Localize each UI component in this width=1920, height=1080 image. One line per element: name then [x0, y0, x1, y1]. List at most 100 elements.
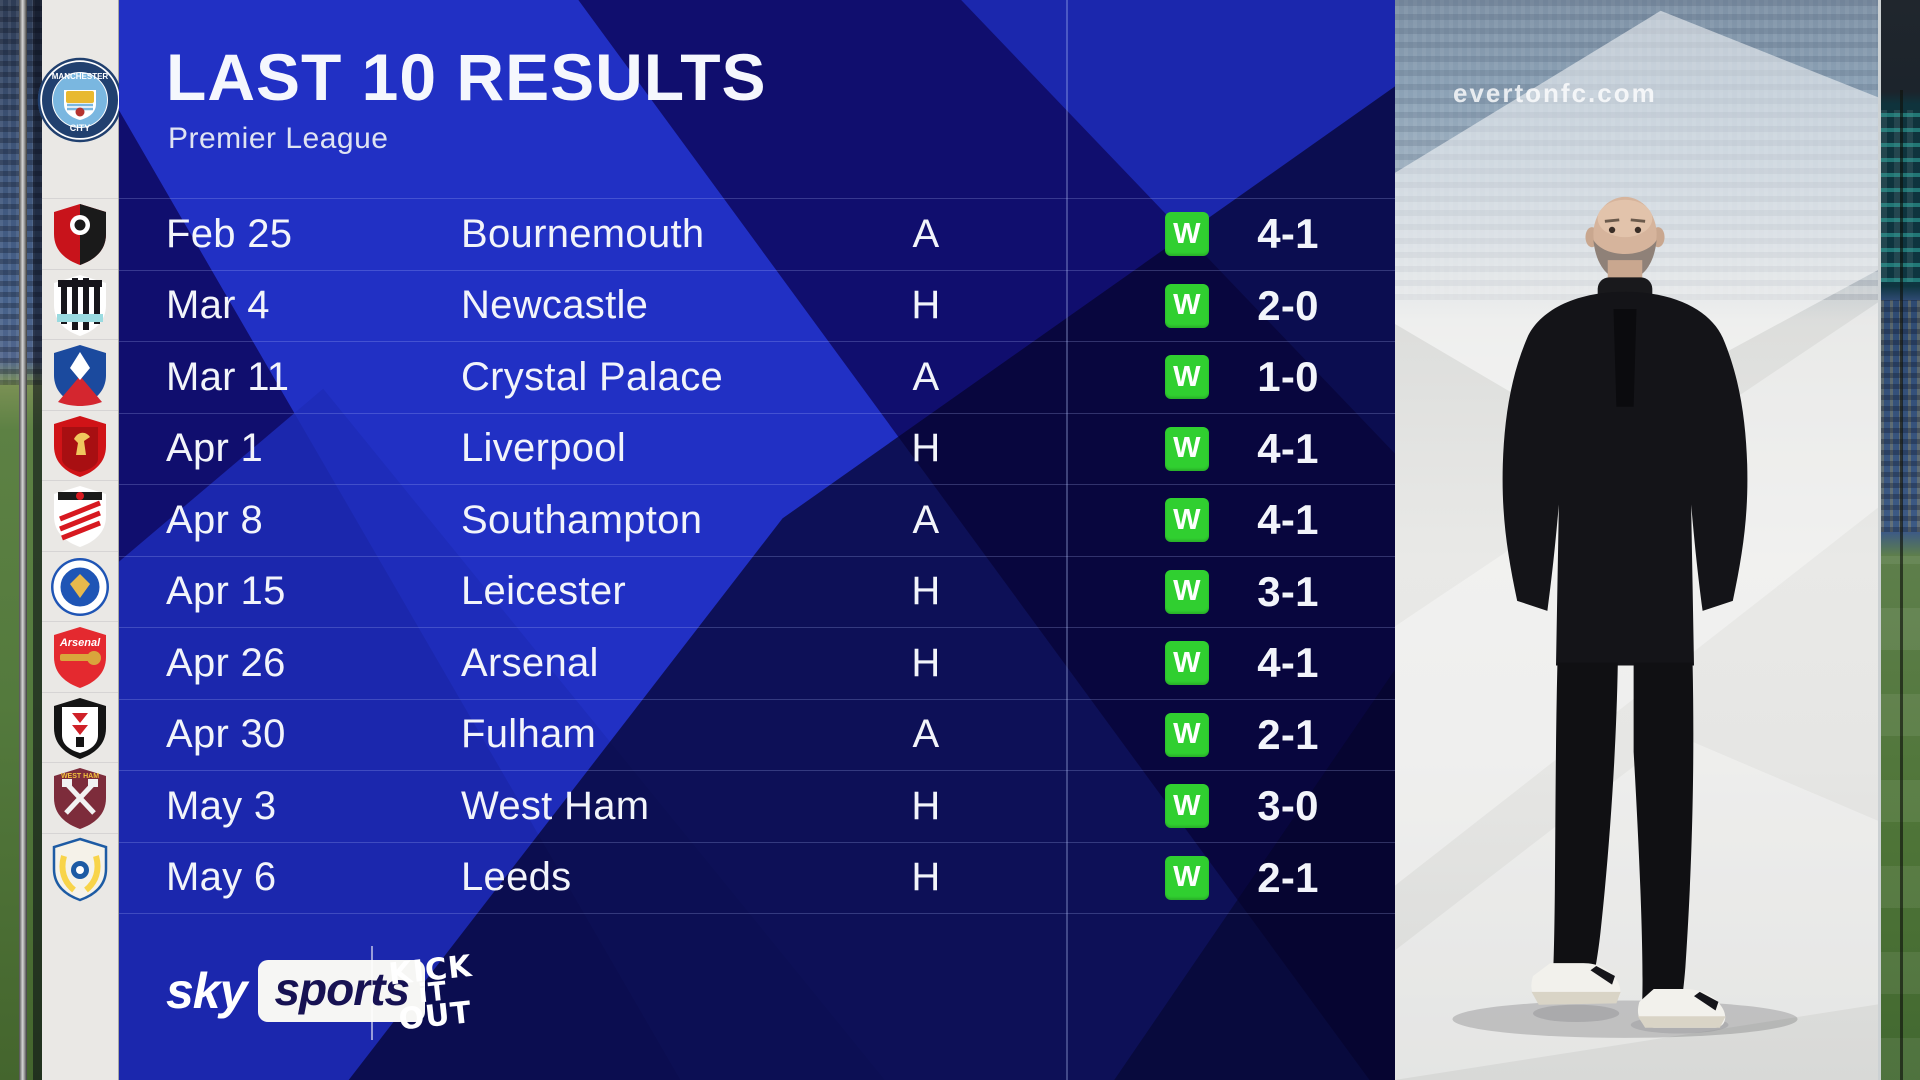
- badge-leicester: [50, 554, 110, 620]
- svg-text:CITY: CITY: [70, 123, 91, 133]
- badge-arsenal: Arsenal: [50, 624, 110, 690]
- match-date: Apr 15: [166, 569, 286, 614]
- badge-fulham: [50, 695, 110, 761]
- kick-it-out-word: OUT: [397, 994, 474, 1038]
- opponent-name: Newcastle: [461, 283, 649, 328]
- venue-indicator: H: [911, 569, 941, 614]
- win-badge: W: [1165, 855, 1209, 900]
- sky-sports-logo: sky sports: [166, 960, 426, 1022]
- opponent-name: Crystal Palace: [461, 354, 724, 399]
- match-score: 4-1: [1257, 639, 1319, 687]
- result-cell: W: [1165, 414, 1209, 485]
- result-row: Mar 11 Crystal Palace A W 1-0: [119, 341, 1395, 413]
- badge-liverpool: [50, 413, 110, 479]
- badge-bournemouth: [50, 201, 110, 267]
- result-row: Apr 15 Leicester H W 3-1: [119, 555, 1395, 628]
- match-score: 1-0: [1257, 353, 1319, 401]
- match-date: Mar 4: [166, 283, 270, 328]
- competition-subtitle: Premier League: [168, 122, 389, 155]
- venue-indicator: H: [911, 640, 941, 685]
- result-cell: W: [1165, 342, 1209, 413]
- result-cell: W: [1165, 843, 1209, 914]
- opponent-name: West Ham: [461, 783, 650, 828]
- venue-indicator: H: [911, 855, 941, 900]
- rail-separator: [42, 550, 118, 552]
- match-score: 2-1: [1257, 853, 1319, 901]
- venue-indicator: H: [911, 783, 941, 828]
- rail-separator: [42, 339, 118, 340]
- rail-separator: [42, 480, 118, 481]
- pep-guardiola-photo: [1452, 196, 1798, 1038]
- win-badge: W: [1165, 212, 1209, 257]
- badge-newcastle: [50, 272, 110, 338]
- win-badge: W: [1165, 569, 1209, 614]
- match-date: May 6: [166, 855, 277, 900]
- venue-indicator: H: [911, 283, 941, 328]
- match-score: 3-0: [1257, 782, 1319, 830]
- opponent-name: Bournemouth: [461, 211, 705, 256]
- rail-separator: [42, 198, 118, 199]
- result-cell: W: [1165, 771, 1209, 842]
- column-divider-line: [1066, 0, 1068, 1080]
- svg-text:Arsenal: Arsenal: [59, 637, 101, 649]
- win-badge: W: [1165, 784, 1209, 829]
- result-cell: W: [1165, 628, 1209, 699]
- badge-southampton: [50, 483, 110, 549]
- badge-leeds: [50, 836, 110, 902]
- win-badge: W: [1165, 712, 1209, 757]
- match-score: 4-1: [1257, 210, 1319, 258]
- sports-logo-box: sports: [258, 960, 426, 1022]
- right-video-sliver: [1878, 0, 1920, 1080]
- win-badge: W: [1165, 355, 1209, 400]
- sports-logo-text: sports: [274, 963, 410, 1015]
- match-score: 4-1: [1257, 496, 1319, 544]
- win-badge: W: [1165, 498, 1209, 543]
- result-cell: W: [1165, 271, 1209, 342]
- rail-separator: [42, 621, 118, 622]
- opponent-name: Liverpool: [461, 426, 627, 471]
- result-row: May 6 Leeds H W 2-1: [119, 841, 1395, 914]
- match-date: Apr 8: [166, 497, 264, 542]
- svg-text:WEST HAM: WEST HAM: [61, 773, 99, 780]
- match-date: Feb 25: [166, 211, 293, 256]
- rail-separator: [42, 409, 118, 411]
- opponent-name: Arsenal: [461, 640, 599, 685]
- logo-divider-line: [371, 946, 373, 1040]
- result-cell: W: [1165, 485, 1209, 556]
- win-badge: W: [1165, 641, 1209, 686]
- match-date: Mar 11: [166, 354, 290, 399]
- result-row: Apr 8 Southampton A W 4-1: [119, 484, 1395, 556]
- match-score: 4-1: [1257, 424, 1319, 472]
- svg-text:MANCHESTER: MANCHESTER: [52, 72, 109, 81]
- venue-indicator: H: [911, 426, 941, 471]
- opponent-name: Fulham: [461, 712, 597, 757]
- result-cell: W: [1165, 700, 1209, 771]
- result-row: Apr 1 Liverpool H W 4-1: [119, 412, 1395, 485]
- club-crest-manchester-city: MANCHESTER CITY: [37, 57, 123, 143]
- results-panel: LAST 10 RESULTS Premier League Feb 25 Bou…: [119, 0, 1395, 1080]
- match-date: Apr 1: [166, 426, 264, 471]
- results-table: Feb 25 Bournemouth A W 4-1 Mar 4 Newcastle H W 2-…: [119, 198, 1395, 914]
- result-cell: W: [1165, 199, 1209, 270]
- badge-west-ham: WEST HAM: [50, 765, 110, 831]
- result-cell: W: [1165, 557, 1209, 628]
- page-title: LAST 10 RESULTS: [166, 40, 767, 114]
- venue-indicator: A: [912, 497, 940, 542]
- match-score: 3-1: [1257, 567, 1319, 615]
- sky-logo-text: sky: [166, 963, 247, 1019]
- opponent-name: Southampton: [461, 497, 703, 542]
- result-row: May 3 West Ham H W 3-0: [119, 770, 1395, 842]
- right-pole: [1900, 90, 1903, 1080]
- venue-indicator: A: [912, 354, 940, 399]
- opponent-name: Leeds: [461, 855, 572, 900]
- rail-separator: [42, 691, 118, 693]
- footer-logos: sky sports KICK iT OUT: [119, 938, 1395, 1048]
- result-row: Apr 26 Arsenal H W 4-1: [119, 627, 1395, 699]
- left-shadow-edge: [33, 0, 42, 1080]
- venue-indicator: A: [912, 211, 940, 256]
- rail-separator: [42, 762, 118, 763]
- manager-photo-area: evertonfc.com: [1395, 0, 1878, 1080]
- kick-it-out-logo: KICK iT OUT: [371, 932, 494, 1055]
- match-date: Apr 26: [166, 640, 286, 685]
- result-row: Apr 30 Fulham A W 2-1: [119, 698, 1395, 771]
